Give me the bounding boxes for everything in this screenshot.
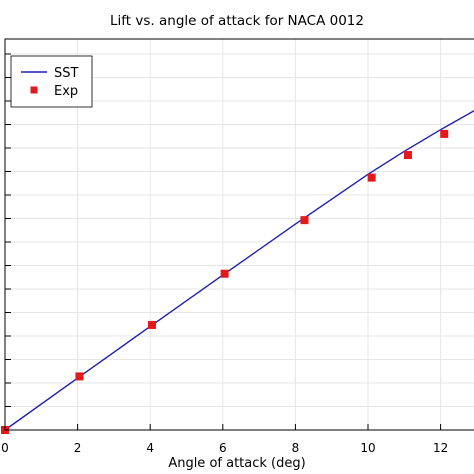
x-tick-label: 0 bbox=[1, 441, 9, 455]
legend-sst-label: SST bbox=[54, 66, 79, 81]
exp-point bbox=[75, 372, 84, 381]
legend: SST Exp bbox=[10, 55, 93, 108]
x-tick-label: 8 bbox=[292, 441, 300, 455]
exp-point bbox=[300, 216, 309, 225]
exp-point bbox=[403, 151, 412, 160]
x-tick-label: 6 bbox=[219, 441, 227, 455]
sst-line bbox=[4, 110, 474, 431]
axis-ticks: 0 2 4 6 8 10 12 bbox=[1, 53, 448, 455]
x-tick-label: 4 bbox=[146, 441, 154, 455]
plot-frame bbox=[4, 38, 474, 431]
exp-point bbox=[440, 129, 449, 138]
x-tick-label: 12 bbox=[433, 441, 448, 455]
exp-point bbox=[220, 269, 229, 278]
x-axis-label: Angle of attack (deg) bbox=[168, 456, 305, 471]
x-tick-label: 10 bbox=[360, 441, 375, 455]
legend-exp-swatch bbox=[30, 86, 38, 94]
exp-point bbox=[148, 320, 157, 329]
grid bbox=[4, 39, 474, 431]
exp-point bbox=[367, 173, 376, 182]
legend-box bbox=[10, 55, 93, 108]
x-tick-label: 2 bbox=[74, 441, 82, 455]
legend-exp-label: Exp bbox=[54, 84, 78, 99]
chart-title: Lift vs. angle of attack for NACA 0012 bbox=[110, 13, 364, 29]
